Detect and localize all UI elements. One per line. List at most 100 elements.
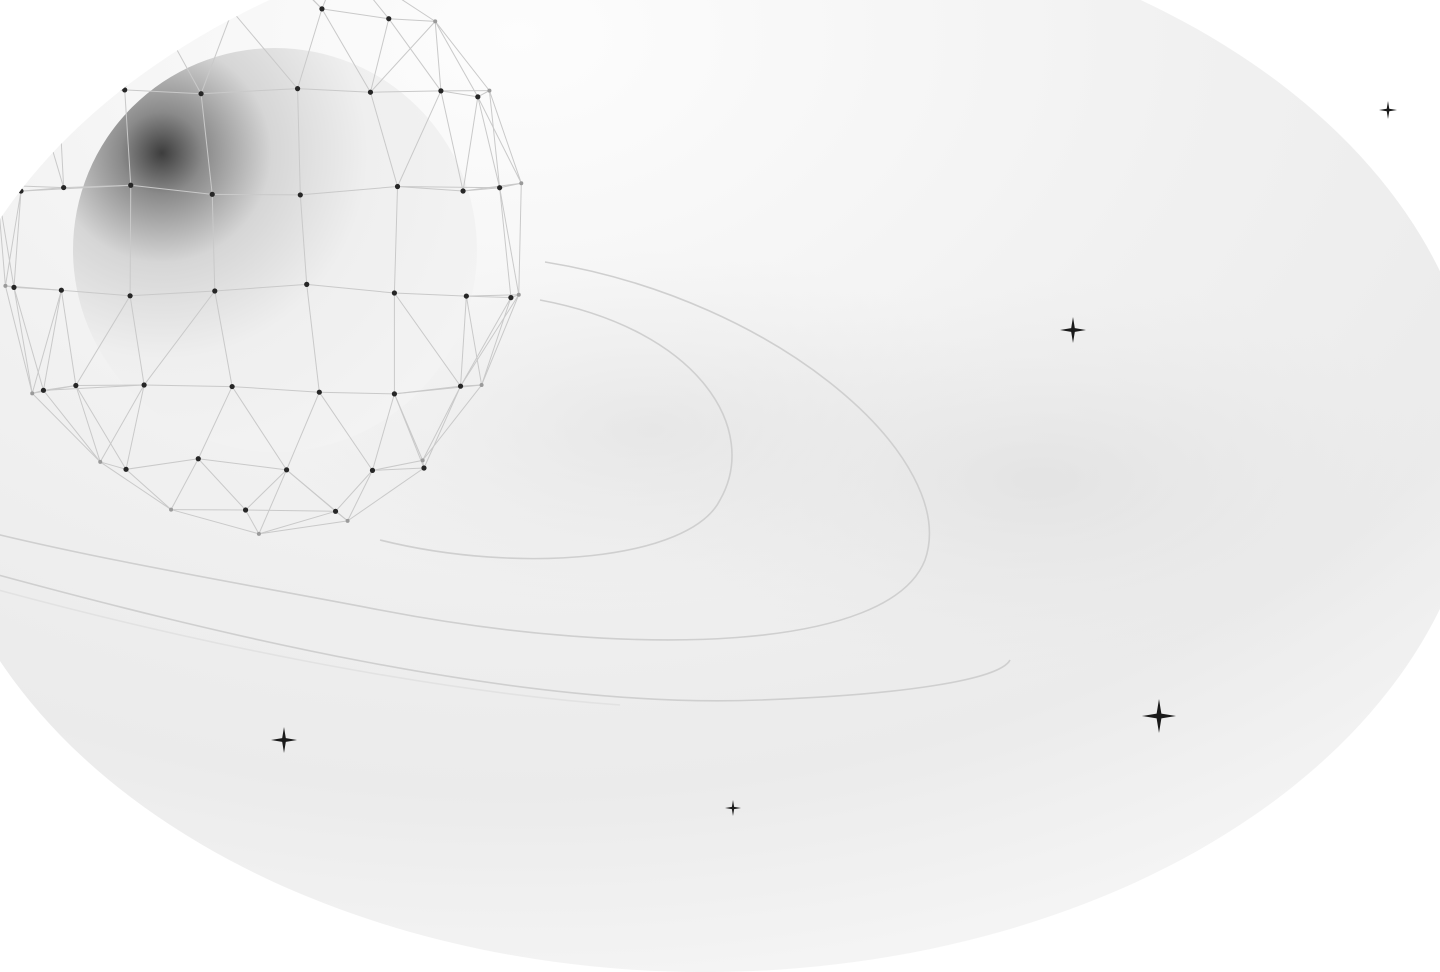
mesh-edge xyxy=(75,295,131,386)
mesh-node xyxy=(369,467,376,473)
mesh-edge xyxy=(499,187,520,295)
mesh-node xyxy=(61,184,67,191)
mesh-edge xyxy=(186,0,233,12)
mesh-edge xyxy=(99,384,145,463)
mesh-edge xyxy=(90,7,156,11)
mesh-edge xyxy=(397,90,442,187)
mesh-node xyxy=(438,88,444,94)
mesh-node xyxy=(229,8,235,14)
mesh-edge xyxy=(197,458,246,511)
mesh-node xyxy=(391,391,398,397)
mesh-node xyxy=(3,283,8,288)
mesh-node xyxy=(229,383,235,390)
mesh-edge xyxy=(20,184,131,192)
mesh-edge xyxy=(124,89,132,186)
mesh-node xyxy=(386,16,392,22)
mesh-edge xyxy=(423,385,462,469)
mesh-edge xyxy=(0,185,6,286)
mesh-edge xyxy=(75,385,127,470)
mesh-edge xyxy=(341,0,436,22)
mesh-edge xyxy=(170,509,260,535)
disc-shadow-center xyxy=(290,250,1010,610)
mesh-edge xyxy=(125,468,172,510)
mesh-node xyxy=(242,507,249,513)
mesh-node xyxy=(209,191,215,197)
mesh-edge xyxy=(103,9,156,16)
orbit-rings xyxy=(0,261,1011,706)
mesh-edge xyxy=(4,191,22,286)
mesh-edge xyxy=(488,90,522,184)
mesh-edge xyxy=(372,467,425,471)
mesh-edge xyxy=(231,10,298,89)
mesh-edge xyxy=(393,393,425,469)
mesh-edge xyxy=(460,294,520,387)
mesh-edge xyxy=(372,459,423,471)
star-bottom-left-icon xyxy=(271,727,297,753)
mesh-edge xyxy=(388,18,442,92)
mesh-edge xyxy=(481,294,520,386)
mesh-edge xyxy=(42,290,62,391)
mesh-edge xyxy=(434,21,490,91)
mesh-node xyxy=(421,465,427,471)
mesh-edge xyxy=(75,384,145,387)
orbit-ring-inner xyxy=(379,299,733,560)
mesh-edge xyxy=(393,186,399,294)
mesh-edge xyxy=(201,88,298,95)
mesh-node xyxy=(463,293,469,299)
mesh-node xyxy=(297,192,303,198)
mesh-edge xyxy=(297,8,323,89)
mesh-edge xyxy=(125,384,145,470)
mesh-edge xyxy=(299,194,308,285)
mesh-edge xyxy=(306,283,395,294)
mesh-edge xyxy=(99,461,172,510)
mesh-node xyxy=(123,466,129,472)
mesh-edge xyxy=(231,386,288,471)
mesh-node xyxy=(479,383,484,388)
mesh-edge xyxy=(125,458,199,470)
mesh-edge xyxy=(488,90,501,188)
mesh-node xyxy=(32,87,37,92)
mesh-edge xyxy=(31,290,62,394)
mesh-edge xyxy=(306,284,320,393)
mesh-edge xyxy=(393,292,461,387)
mesh-node xyxy=(98,459,103,464)
mesh-edge xyxy=(286,392,320,471)
mesh-edge xyxy=(466,294,519,297)
mesh-edge xyxy=(499,187,512,298)
mesh-node xyxy=(433,19,438,24)
mesh-node xyxy=(457,383,464,389)
mesh-edge xyxy=(129,185,132,296)
mesh-edge xyxy=(466,295,511,299)
mesh-edge xyxy=(477,96,501,188)
mesh-node xyxy=(212,288,218,294)
mesh-edge xyxy=(200,93,213,195)
mesh-edge xyxy=(245,509,336,512)
mesh-edge xyxy=(31,393,101,463)
mesh-edge xyxy=(370,90,441,93)
mesh-edge xyxy=(258,510,336,535)
mesh-edge xyxy=(75,385,101,463)
mesh-edge xyxy=(318,391,373,471)
mesh-node xyxy=(420,458,425,463)
mesh-edge xyxy=(211,194,216,292)
mesh-node xyxy=(283,467,290,473)
mesh-edge xyxy=(369,92,399,187)
mesh-edge xyxy=(371,393,395,471)
mesh-edge xyxy=(0,89,35,186)
mesh-edge xyxy=(462,96,479,192)
mesh-edge xyxy=(43,390,101,463)
mesh-edge xyxy=(297,88,371,93)
mesh-node xyxy=(345,518,350,523)
mesh-edge xyxy=(397,185,464,192)
mesh-edge xyxy=(394,292,467,297)
mesh-edge xyxy=(347,467,425,522)
mesh-edge xyxy=(481,297,512,386)
mesh-edge xyxy=(129,295,145,386)
mesh-edge xyxy=(20,187,64,192)
planet-sphere xyxy=(73,48,477,452)
mesh-edge xyxy=(319,391,395,395)
mesh-edge xyxy=(440,90,478,98)
star-bottom-center-icon xyxy=(725,800,741,816)
orbit-ring-outer xyxy=(0,569,1011,702)
